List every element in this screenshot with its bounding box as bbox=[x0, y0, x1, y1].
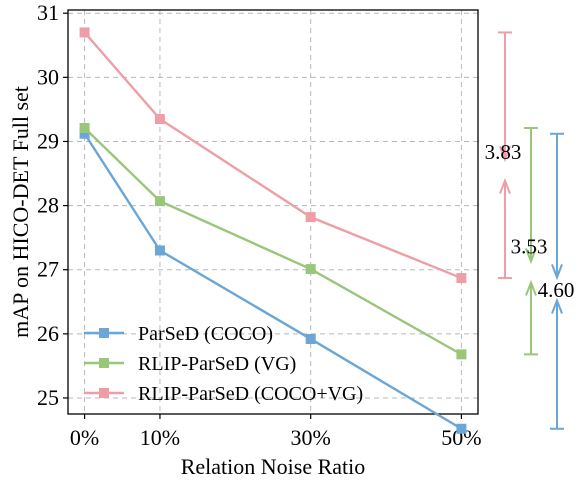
y-tick-label: 30 bbox=[37, 64, 59, 89]
grid bbox=[68, 10, 478, 414]
legend-label: RLIP-ParSeD (COCO+VG) bbox=[138, 383, 363, 405]
x-tick-label: 30% bbox=[291, 425, 331, 450]
y-tick-label: 25 bbox=[37, 385, 59, 410]
data-point bbox=[456, 349, 467, 360]
plot-frame bbox=[67, 9, 479, 415]
data-point bbox=[305, 333, 316, 344]
y-tick-label: 28 bbox=[37, 193, 59, 218]
x-axis-label: Relation Noise Ratio bbox=[181, 454, 366, 479]
data-point bbox=[456, 273, 467, 284]
drop-label: 4.60 bbox=[538, 278, 575, 302]
series-lines bbox=[79, 27, 467, 434]
drop-annotations: 3.83 3.53 4.60 bbox=[485, 31, 575, 430]
arrow-head bbox=[525, 279, 537, 296]
data-point bbox=[456, 423, 467, 434]
y-tick-label: 27 bbox=[37, 257, 59, 282]
data-point bbox=[305, 264, 316, 275]
arrow-head bbox=[551, 264, 563, 281]
data-point bbox=[154, 114, 165, 125]
drop-label: 3.53 bbox=[511, 234, 548, 258]
data-point bbox=[79, 128, 90, 139]
legend-marker bbox=[99, 358, 109, 368]
arrow-head bbox=[499, 177, 511, 194]
arrow-head bbox=[499, 146, 511, 163]
legend-marker bbox=[99, 328, 109, 338]
y-tick-label: 26 bbox=[37, 321, 59, 346]
legend: ParSeD (COCO) RLIP-ParSeD (VG) RLIP-ParSeD… bbox=[84, 323, 363, 405]
x-tick-label: 0% bbox=[70, 425, 99, 450]
x-tick-label: 10% bbox=[140, 425, 180, 450]
series-line bbox=[83, 127, 463, 356]
series-line bbox=[83, 31, 462, 280]
data-point bbox=[305, 212, 316, 223]
data-point bbox=[154, 245, 165, 256]
drop-label: 3.83 bbox=[485, 140, 522, 164]
legend-label: RLIP-ParSeD (VG) bbox=[138, 353, 296, 375]
data-point bbox=[79, 27, 90, 38]
y-axis-label: mAP on HICO-DET Full set bbox=[8, 86, 33, 338]
data-point bbox=[154, 196, 165, 207]
arrow-head bbox=[551, 297, 563, 314]
y-tick-label: 31 bbox=[37, 0, 59, 25]
legend-label: ParSeD (COCO) bbox=[138, 323, 273, 345]
legend-marker bbox=[99, 388, 109, 398]
arrow-head bbox=[525, 248, 537, 265]
series-line bbox=[83, 133, 463, 430]
data-point bbox=[79, 122, 90, 133]
y-tick-label: 29 bbox=[37, 128, 59, 153]
